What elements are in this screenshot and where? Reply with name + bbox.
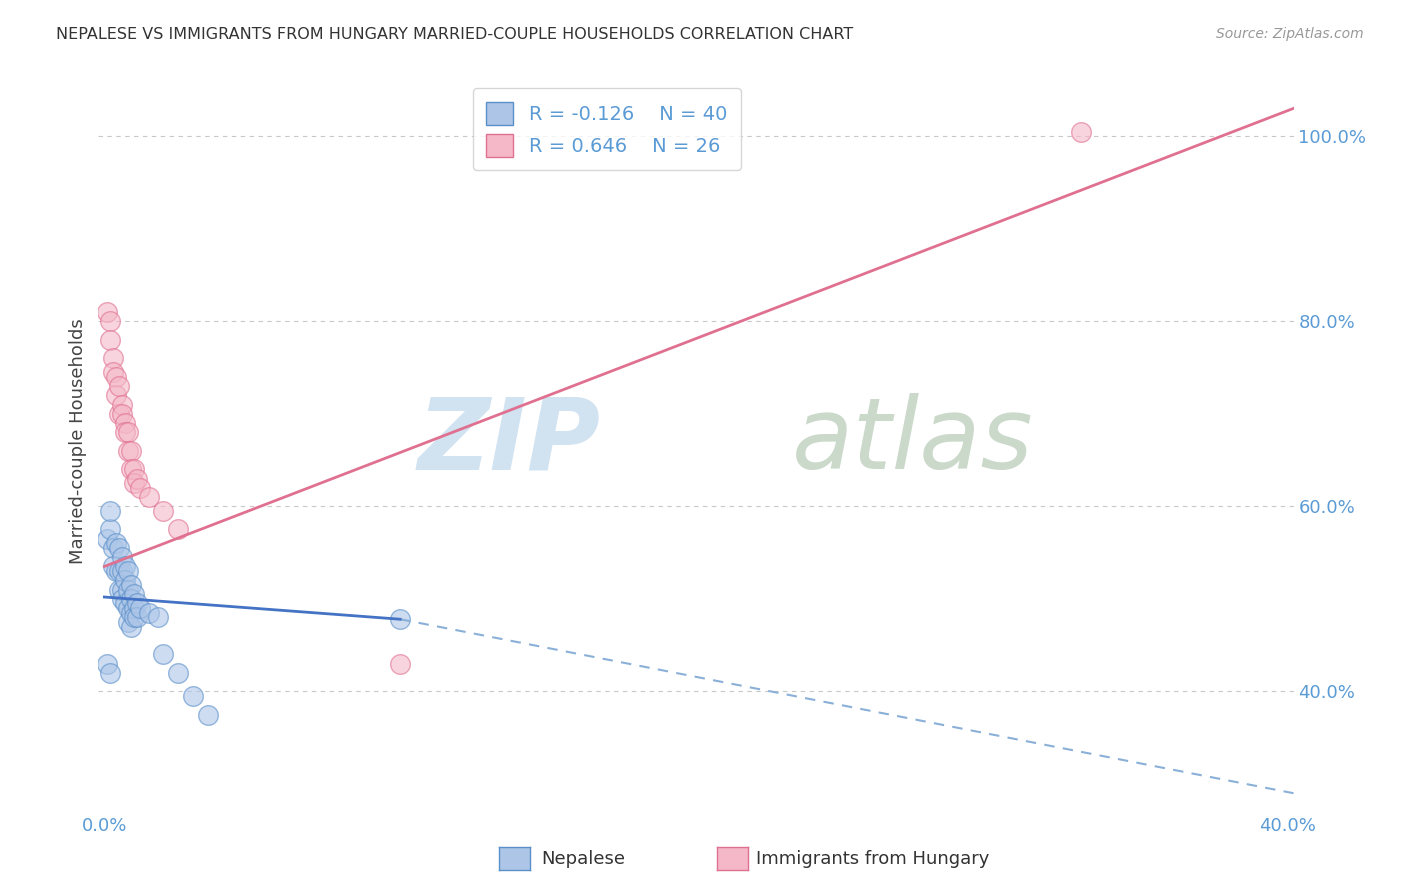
Point (114, 574, 136, 588)
Point (138, 490, 160, 504)
Point (122, 610, 145, 624)
Point (108, 407, 131, 421)
Legend: R = -0.126    N = 40, R = 0.646    N = 26: R = -0.126 N = 40, R = 0.646 N = 26 (472, 88, 741, 170)
Point (167, 523, 190, 537)
Point (114, 425, 136, 440)
Point (125, 472, 148, 486)
Point (105, 564, 128, 578)
Point (96, 657, 118, 671)
Point (114, 559, 136, 574)
Text: Source: ZipAtlas.com: Source: ZipAtlas.com (1216, 27, 1364, 41)
Text: NEPALESE VS IMMIGRANTS FROM HUNGARY MARRIED-COUPLE HOUSEHOLDS CORRELATION CHART: NEPALESE VS IMMIGRANTS FROM HUNGARY MARR… (56, 27, 853, 42)
Point (108, 541, 131, 555)
Point (96, 532, 118, 546)
Point (146, 610, 169, 624)
Point (152, 648, 174, 662)
Point (120, 462, 142, 476)
Point (98, 314, 121, 328)
Point (117, 564, 139, 578)
Point (111, 582, 134, 597)
Point (120, 578, 142, 592)
Point (117, 425, 139, 440)
Point (389, 612, 412, 626)
Point (120, 620, 142, 634)
Point (117, 601, 139, 615)
Point (181, 689, 204, 703)
Text: ZIP: ZIP (418, 393, 600, 490)
Point (128, 481, 150, 495)
Text: atlas: atlas (792, 393, 1033, 490)
Text: Immigrants from Hungary: Immigrants from Hungary (756, 850, 990, 868)
Point (125, 597, 148, 611)
Point (120, 591, 142, 606)
Point (122, 601, 145, 615)
Point (120, 606, 142, 620)
Y-axis label: Married-couple Households: Married-couple Households (69, 318, 87, 565)
Point (108, 582, 131, 597)
Point (98, 504, 121, 518)
Point (125, 610, 148, 624)
Point (138, 606, 160, 620)
Point (122, 476, 145, 491)
Point (103, 365, 125, 379)
Point (103, 541, 125, 555)
Point (98, 523, 121, 537)
Point (114, 597, 136, 611)
Point (98, 333, 121, 347)
Point (122, 587, 145, 601)
Point (1070, 124, 1092, 138)
Point (98, 665, 121, 680)
Point (103, 351, 125, 366)
Point (105, 536, 128, 550)
Point (152, 504, 174, 518)
Point (117, 582, 139, 597)
Point (120, 443, 142, 458)
Point (197, 707, 219, 722)
Point (103, 559, 125, 574)
Point (111, 591, 134, 606)
Point (108, 564, 131, 578)
Point (117, 443, 139, 458)
Point (122, 462, 145, 476)
Text: Nepalese: Nepalese (541, 850, 626, 868)
Point (108, 379, 131, 393)
Point (111, 398, 134, 412)
Point (105, 369, 128, 384)
Point (128, 601, 150, 615)
Point (111, 407, 134, 421)
Point (96, 305, 118, 319)
Point (111, 564, 134, 578)
Point (111, 550, 134, 565)
Point (389, 657, 412, 671)
Point (114, 416, 136, 430)
Point (167, 665, 190, 680)
Point (117, 615, 139, 629)
Point (105, 388, 128, 402)
